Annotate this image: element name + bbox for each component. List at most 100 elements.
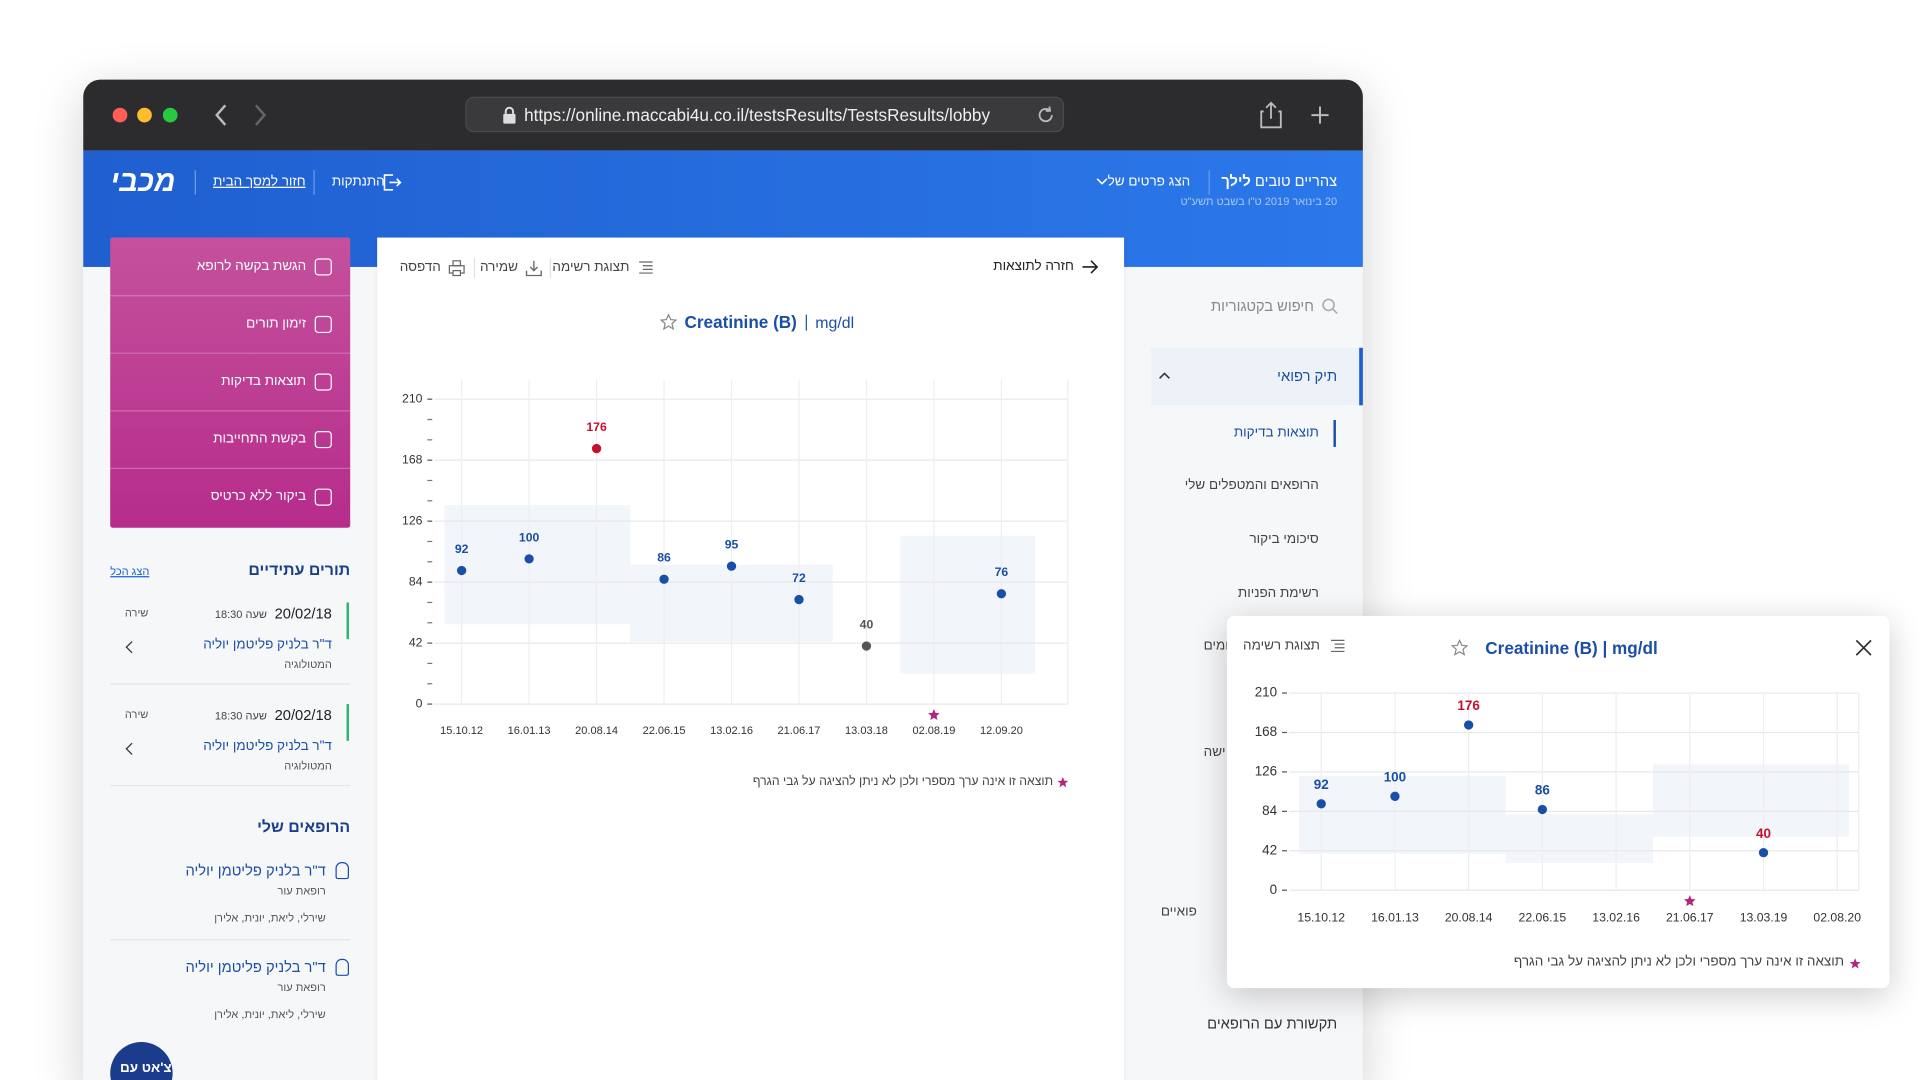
divider: [110, 410, 351, 412]
favorite-icon[interactable]: [1451, 639, 1469, 656]
doctor-name[interactable]: ד"ר בלניק פליטמן יוליה: [185, 862, 326, 880]
action-icon: [314, 488, 332, 506]
data-point: [456, 565, 467, 576]
forward-arrow[interactable]: [254, 104, 267, 126]
menu-footer[interactable]: תקשורת עם הרופאים: [1207, 1015, 1338, 1033]
quick-action[interactable]: ביקור ללא כרטיס: [210, 489, 307, 504]
menu-item[interactable]: הרופאים והמטפלים שלי: [1184, 478, 1319, 493]
data-label: 100: [1384, 770, 1406, 785]
appointment-action[interactable]: שירה: [124, 606, 149, 619]
reference-band: [1299, 775, 1506, 854]
data-label: 100: [519, 530, 540, 544]
divider: [473, 258, 476, 278]
popup-list-view[interactable]: תצוגת רשימה: [1243, 638, 1320, 654]
share-icon[interactable]: [1259, 100, 1283, 129]
zoom-button[interactable]: [162, 107, 178, 123]
specialty: המטולוגיה: [284, 658, 332, 671]
menu-item[interactable]: רשימת הפניות: [1237, 585, 1319, 601]
x-tick-label: 20.08.14: [1445, 911, 1493, 925]
search[interactable]: חיפוש בקטגוריות: [1210, 297, 1314, 315]
x-tick-label: 02.08.19: [912, 725, 955, 737]
data-label: 95: [725, 538, 739, 552]
partial-text: ומים: [1203, 638, 1229, 654]
x-tick-label: 13.03.18: [845, 725, 888, 737]
doctor-name[interactable]: ד"ר בלניק פליטמן יוליה: [203, 637, 332, 653]
x-tick-label: 16.01.13: [1371, 911, 1419, 925]
new-tab-icon[interactable]: [1309, 104, 1331, 126]
active-section[interactable]: [1151, 347, 1363, 406]
nav-arrows[interactable]: [208, 100, 281, 129]
list-view-button[interactable]: תצוגת רשימה: [552, 260, 630, 275]
action-icon: [314, 315, 332, 334]
x-tick-label: 16.01.13: [508, 725, 551, 737]
divider: [1208, 170, 1210, 195]
appointment-action[interactable]: שירה: [124, 708, 149, 721]
logout-link[interactable]: התנתקות: [331, 174, 385, 190]
partial-text: ישה: [1203, 745, 1226, 760]
non-numeric-marker: [1683, 895, 1696, 907]
url: https://online.maccabi4u.co.il/testsResu…: [524, 105, 991, 125]
quick-action[interactable]: הגשת בקשה לרופא: [196, 258, 307, 274]
quick-action[interactable]: זימון תורים: [246, 316, 307, 332]
show-all-link[interactable]: הצג הכל: [110, 565, 150, 578]
active-marker: [1333, 420, 1336, 447]
data-point: [1758, 848, 1769, 858]
quick-action[interactable]: בקשת התחייבות: [213, 431, 307, 447]
non-numeric-marker: [928, 708, 940, 721]
back-arrow[interactable]: [215, 104, 227, 126]
y-tick-label: 210: [402, 391, 423, 405]
data-point: [794, 594, 804, 605]
url-bar[interactable]: [465, 96, 1065, 133]
date: 20 בינואר 2019 ט"ו בשבט תשע"ט: [1180, 195, 1338, 208]
y-tick-label: 42: [409, 635, 423, 649]
quick-action[interactable]: תוצאות בדיקות: [221, 374, 307, 389]
y-tick-label: 126: [1255, 763, 1277, 778]
doctor-icon: [335, 862, 349, 880]
divider: [110, 295, 351, 297]
section-title: הרופאים שלי: [257, 817, 351, 836]
back-button[interactable]: חזרה לתוצאות: [993, 258, 1074, 274]
section-title: תורים עתידיים: [248, 560, 351, 579]
close-button[interactable]: [112, 107, 128, 123]
logo[interactable]: מכבי: [110, 165, 176, 199]
doctor-name[interactable]: ד"ר בלניק פליטמן יוליה: [185, 958, 326, 976]
save-button[interactable]: שמירה: [480, 260, 518, 275]
home-link[interactable]: חזור למסך הבית: [213, 174, 306, 190]
menu-item[interactable]: תוצאות בדיקות: [1233, 425, 1319, 441]
specialty: המטולוגיה: [284, 759, 332, 773]
x-tick-label: 15.10.12: [440, 725, 483, 737]
y-tick-label: 168: [402, 452, 423, 466]
data-label: 176: [586, 420, 607, 434]
chat-label[interactable]: צ'אט עם: [120, 1061, 172, 1076]
footnote-star: [1849, 958, 1861, 969]
data-point: [1537, 804, 1548, 815]
title-divider: [805, 314, 807, 330]
y-tick-label: 84: [409, 574, 423, 588]
menu-item[interactable]: סיכומי ביקור: [1249, 532, 1319, 547]
doctor-team: שירלי, ליאת, יונית, אלירן: [214, 911, 326, 924]
section-label[interactable]: תיק רפואי: [1277, 367, 1338, 385]
close-popup[interactable]: [1855, 639, 1872, 656]
test-name: Creatinine (B): [684, 312, 797, 332]
details-dropdown[interactable]: הצג פרטים של: [1107, 174, 1191, 190]
partial-text: פואיים: [1160, 904, 1197, 919]
divider: [110, 683, 351, 685]
chart-title: Creatinine (B) mg/dl: [660, 312, 855, 332]
reload-icon[interactable]: [1035, 104, 1057, 126]
unit: mg/dl: [815, 312, 855, 332]
data-label: 72: [792, 571, 806, 585]
y-tick-label: 210: [1255, 685, 1277, 700]
data-label: 92: [455, 542, 469, 556]
doctor-icon: [335, 958, 349, 976]
x-tick-label: 20.08.14: [575, 725, 618, 737]
favorite-icon[interactable]: [660, 313, 678, 331]
doctor-name[interactable]: ד"ר בלניק פליטמן יוליה: [203, 738, 332, 754]
minimize-button[interactable]: [137, 107, 152, 123]
footnote-star: [1057, 776, 1069, 788]
data-point: [726, 561, 737, 571]
reference-band: [1652, 764, 1849, 837]
print-button[interactable]: הדפסה: [399, 260, 441, 275]
data-point: [861, 641, 872, 651]
